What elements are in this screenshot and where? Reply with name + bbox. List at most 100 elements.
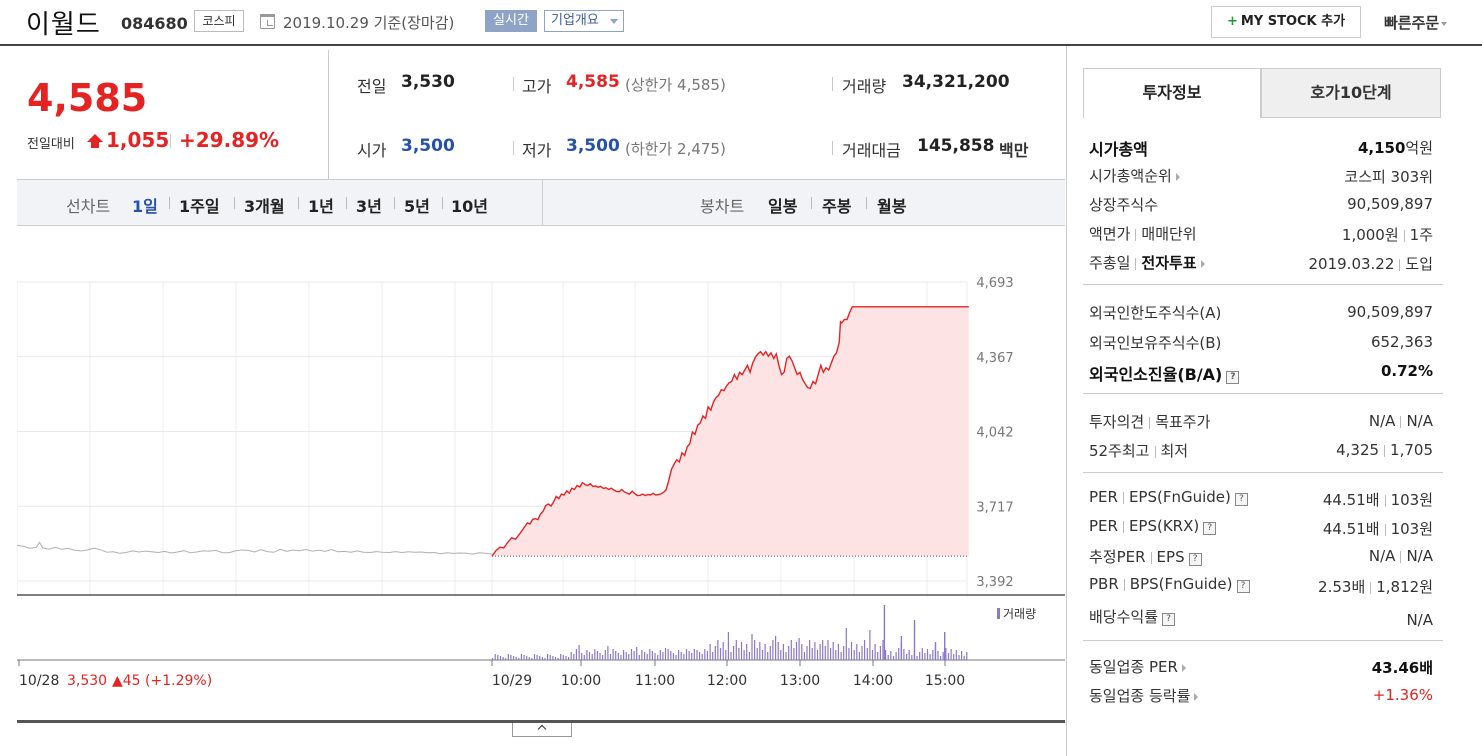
est-eps-label: EPS [1156,548,1185,566]
volume-bar [565,656,567,660]
volume-bar [604,650,606,660]
volume-bar [638,655,640,660]
volume-bar [874,644,876,660]
add-my-stock-button[interactable]: + MY STOCK 추가 [1211,6,1361,38]
volume-bar [651,651,653,660]
company-info-dropdown[interactable]: 기업개요 [544,10,624,32]
volume-bar [644,652,646,660]
volume-bar [719,648,722,660]
tab-daily-candle[interactable]: 일봉 [768,197,798,216]
industry-change-row[interactable]: 동일업종 등락률 +1.36% [1089,681,1433,709]
tab-weekly-candle[interactable]: 주봉 [822,197,852,216]
volume-bar [947,653,950,660]
tab-1week[interactable]: 1주일 [179,197,220,216]
volume-bar [837,644,839,660]
volume-bar [704,649,706,660]
tab-3year[interactable]: 3년 [356,197,382,216]
realtime-button[interactable]: 실시간 [485,10,537,32]
opinion-label-wrap: 투자의견 목표주가 [1089,411,1210,432]
volume-bar [934,642,937,660]
y-tick-label: 3,717 [976,500,1013,515]
volume-bar [499,656,502,660]
market-cap-rank-label: 시가총액순위 [1089,167,1172,185]
volume-bar [568,657,570,660]
volume-bar [633,651,635,660]
volume-bar [885,650,887,660]
foreign-ratio-value: 0.72% [1380,362,1433,380]
foreign-limit-value: 90,509,897 [1347,303,1433,321]
help-icon[interactable]: ? [1162,613,1176,626]
tab-1year[interactable]: 1년 [308,197,334,216]
volume-bar [754,640,756,660]
volume-bar [554,657,557,660]
market-cap-rank-label-wrap: 시가총액순위 [1089,165,1180,186]
industry-per-row[interactable]: 동일업종 PER 43.46배 [1089,652,1433,680]
volume-bar [767,652,769,660]
help-icon[interactable]: ? [1226,371,1240,384]
e-vote-link[interactable]: 전자투표 [1141,254,1197,272]
per-krx-label-wrap: PER EPS(KRX)? [1089,517,1217,535]
volume-bar [662,652,664,660]
volume-bar [777,642,779,660]
volume-bar [958,655,960,660]
tab-3month[interactable]: 3개월 [244,197,285,216]
foreign-holding-row: 외국인보유주식수(B) 652,363 [1089,328,1433,356]
volume-bar [680,652,682,660]
volume-bar [573,654,575,660]
volume-bar [670,651,672,660]
quick-order-link[interactable]: 빠른주문 [1384,12,1448,33]
market-cap-label: 시가총액 [1089,140,1148,159]
opinion-row: 투자의견 목표주가 N/A N/A [1089,407,1433,435]
volume-bar [602,655,604,660]
help-icon[interactable]: ? [1234,493,1248,506]
volume-bar [798,638,800,660]
volume-bar [919,652,921,660]
volume-bar [578,645,580,660]
volume-bar [699,652,701,660]
intraday-chart[interactable]: 4,693 4,367 4,042 3,717 3,392 거래량 10/29 10:00 11… [16,226,1065,722]
divider [1083,284,1443,285]
est-per-label: 추정PER [1089,548,1146,566]
pbr-row: PBR BPS(FnGuide)? 2.53배 1,812원 [1089,571,1433,599]
chevron-right-icon [1181,663,1186,672]
line-chart-label: 선차트 [66,197,111,216]
volume-bar [819,644,821,660]
agm-label-wrap: 주총일 전자투표 [1089,252,1205,273]
volume-bar [625,652,627,660]
x-tick-label: 11:00 [635,673,675,689]
volume-bar [743,650,745,660]
tab-1day[interactable]: 1일 [132,197,158,216]
volume-bar [667,649,669,660]
par-value-label-wrap: 액면가 매매단위 [1089,223,1197,244]
volume-bar [906,654,908,660]
volume-bar [932,650,934,660]
volume-bar [502,657,504,660]
volume-bar [497,655,499,660]
52week-low-value: 1,705 [1390,441,1433,459]
help-icon[interactable]: ? [1188,553,1202,566]
volume-bar [926,649,929,660]
volume-bar [725,650,727,660]
help-icon[interactable]: ? [1236,580,1250,593]
volume-bar [764,644,766,660]
volume-bar [790,640,792,660]
market-cap-rank-row[interactable]: 시가총액순위 코스피 303위 [1089,161,1433,189]
volume-bar [717,640,719,660]
volume-bar [864,640,866,660]
collapse-chart-button[interactable] [512,723,572,737]
company-info-label: 기업개요 [551,13,599,28]
change-rate: +29.89% [179,128,280,152]
market-cap-rank-value: 코스피 303위 [1344,168,1433,186]
volume-value: 34,321,200 [902,72,1010,92]
tab-10year[interactable]: 10년 [451,197,488,216]
52week-row: 52주최고 최저 4,325 1,705 [1089,436,1433,464]
volume-bar [895,652,897,660]
volume-bar [850,642,853,660]
volume-bar [623,650,625,660]
help-icon[interactable]: ? [1203,522,1217,535]
tab-monthly-candle[interactable]: 월봉 [877,197,907,216]
tab-invest-info[interactable]: 투자정보 [1083,68,1261,118]
tab-orderbook[interactable]: 호가10단계 [1261,68,1441,118]
tab-5year[interactable]: 5년 [404,197,430,216]
low-value: 3,500 [566,136,620,156]
